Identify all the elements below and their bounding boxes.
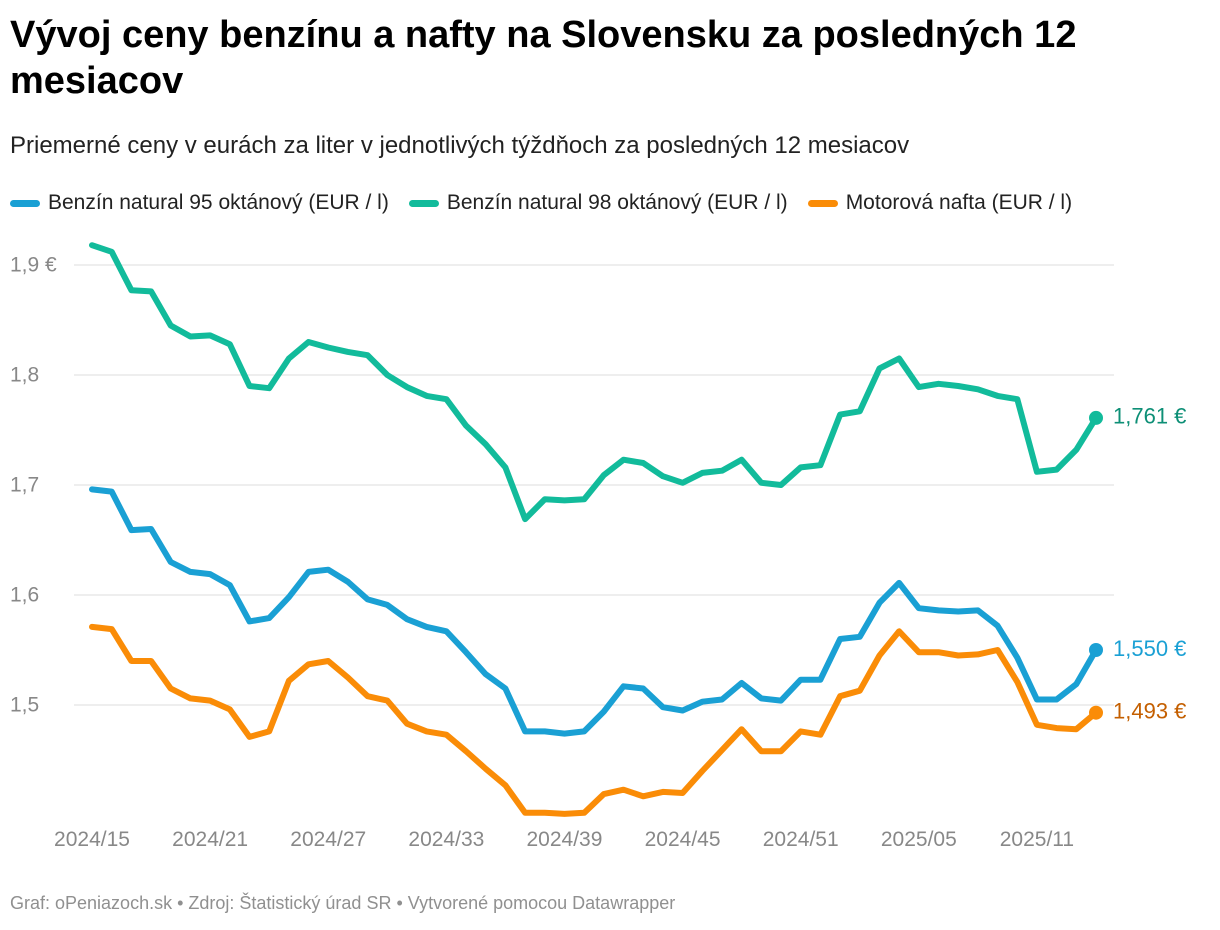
x-tick-label: 2024/27 [290,828,366,851]
x-tick-label: 2025/11 [1000,828,1074,851]
series-end-label: 1,761 € [1113,404,1186,429]
x-tick-label: 2025/05 [881,828,957,851]
legend-label: Benzín natural 95 oktánový (EUR / l) [48,191,389,214]
series-line [89,242,1099,523]
legend-item: Motorová nafta (EUR / l) [807,188,1073,218]
series-end-label: 1,493 € [1113,699,1186,724]
legend-swatch [408,199,439,207]
y-tick-label: 1,9 € [10,254,57,277]
chart-subtitle: Priemerné ceny v eurách za liter v jedno… [10,132,910,159]
legend-label: Benzín natural 98 oktánový (EUR / l) [446,191,788,214]
y-tick-label: 1,7 [10,474,39,497]
legend-swatch [807,199,838,207]
legend-item: Benzín natural 98 oktánový (EUR / l) [408,188,788,218]
chart-footer: Graf: oPeniazoch.sk • Zdroj: Štatistický… [10,893,676,913]
series-line [89,623,1099,817]
series-end-point [1089,410,1103,425]
chart-legend: Benzín natural 95 oktánový (EUR / l) Benz… [10,188,1092,218]
x-tick-label: 2024/51 [763,828,839,851]
y-tick-label: 1,5 [10,694,39,717]
x-tick-label: 2024/33 [408,828,484,851]
y-tick-label: 1,6 [10,584,39,607]
series-end-point [1089,643,1103,657]
series-line [89,486,1099,737]
x-tick-label: 2024/15 [54,828,130,851]
series-end-point [1089,705,1103,720]
x-tick-label: 2024/21 [172,828,248,851]
y-tick-label: 1,8 [10,364,39,387]
series-end-label: 1,550 € [1113,636,1186,661]
legend-item: Benzín natural 95 oktánový (EUR / l) [10,188,389,218]
x-tick-label: 2024/45 [645,828,721,851]
x-tick-label: 2024/39 [527,828,603,851]
legend-swatch [10,199,40,207]
legend-label: Motorová nafta (EUR / l) [845,191,1073,214]
chart-title: Vývoj ceny benzínu a nafty na Slovensku … [10,14,1077,102]
